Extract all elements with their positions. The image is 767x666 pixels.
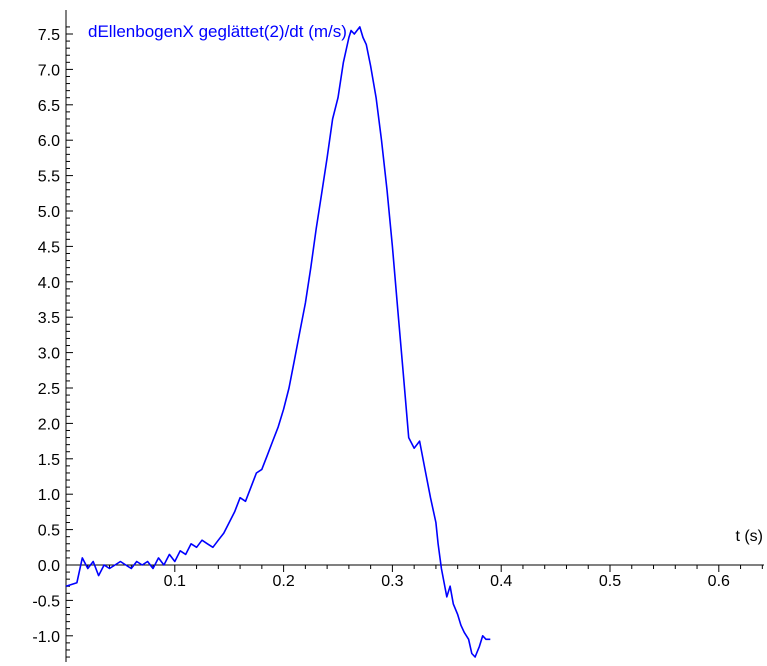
y-tick-label: 1.5 (38, 452, 60, 469)
y-tick-label: 6.0 (38, 133, 60, 150)
x-tick-label: 0.2 (272, 573, 294, 590)
ticks (66, 26, 763, 658)
y-tick-label: 7.5 (38, 27, 60, 44)
x-tick-label: 0.4 (490, 573, 512, 590)
y-tick-label: 0.5 (38, 523, 60, 540)
y-tick-label: 4.5 (38, 239, 60, 256)
y-tick-label: 0.0 (38, 558, 60, 575)
y-tick-label: 7.0 (38, 62, 60, 79)
y-tick-label: 2.0 (38, 416, 60, 433)
y-tick-label: 2.5 (38, 381, 60, 398)
y-tick-label: 4.0 (38, 275, 60, 292)
tick-labels: 7.5 7.0 6.5 6.0 5.5 5.0 4.5 4.0 3.5 3.0 2.5 2.0 1.5 1… (32, 27, 730, 646)
y-tick-label: 3.5 (38, 310, 60, 327)
y-tick-label: 6.5 (38, 98, 60, 115)
x-tick-label: 0.5 (599, 573, 621, 590)
y-tick-label: 3.0 (38, 346, 60, 363)
series-title: dEllenbogenX geglättet(2)/dt (m/s) (88, 22, 347, 41)
y-tick-label: -1.0 (32, 629, 60, 646)
x-axis-label: t (s) (735, 528, 763, 545)
y-tick-label: -0.5 (32, 593, 60, 610)
y-tick-label: 1.0 (38, 487, 60, 504)
x-tick-label: 0.6 (708, 573, 730, 590)
y-tick-label: 5.5 (38, 169, 60, 186)
x-tick-label: 0.3 (381, 573, 403, 590)
series-line (65, 26, 491, 658)
y-tick-label: 5.0 (38, 204, 60, 221)
x-tick-label: 0.1 (164, 573, 186, 590)
axes (65, 10, 764, 662)
